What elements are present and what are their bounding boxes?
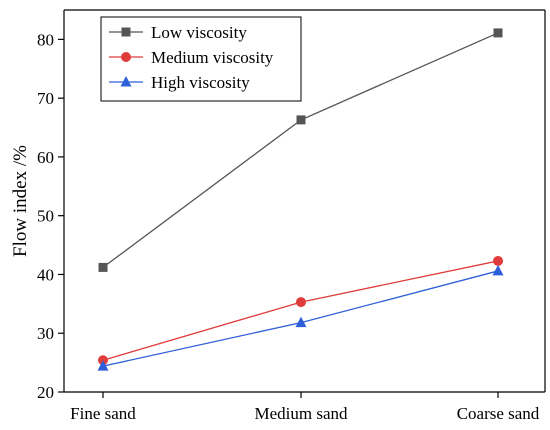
series-medium-viscosity: [98, 255, 503, 366]
legend: Low viscosity Medium viscosity High viscos…: [100, 16, 302, 102]
y-tick-label: 60: [37, 148, 54, 167]
legend-item: Medium viscosity: [109, 48, 274, 67]
y-tick-label: 80: [37, 30, 54, 49]
y-axis-ticks: 20 30 40 50 60 70 80: [37, 30, 64, 402]
y-tick-label: 40: [37, 265, 54, 284]
x-tick-label: Medium sand: [254, 404, 348, 423]
legend-label: Medium viscosity: [151, 48, 274, 67]
legend-item: Low viscosity: [109, 23, 247, 42]
data-point: [296, 115, 306, 125]
legend-marker: [121, 27, 131, 37]
series-low-viscosity: [98, 28, 503, 272]
y-tick-label: 70: [37, 89, 54, 108]
y-tick-label: 50: [37, 207, 54, 226]
x-tick-label: Fine sand: [70, 404, 136, 423]
y-tick-label: 20: [37, 383, 54, 402]
data-point: [98, 262, 108, 272]
data-point: [493, 28, 503, 38]
x-tick-label: Coarse sand: [457, 404, 540, 423]
legend-label: High viscosity: [151, 73, 250, 92]
y-axis-title: Flow index /%: [10, 145, 31, 257]
axes: [63, 9, 546, 393]
data-point: [493, 255, 503, 266]
legend-item: High viscosity: [109, 73, 250, 92]
legend-label: Low viscosity: [151, 23, 247, 42]
series-layer: [97, 28, 504, 371]
x-axis-ticks: Fine sand Medium sand Coarse sand: [70, 392, 540, 423]
series-line: [102, 260, 499, 361]
legend-box: [100, 16, 302, 102]
legend-marker: [121, 52, 131, 62]
data-point: [296, 297, 306, 308]
series-high-viscosity: [97, 264, 504, 371]
legend-marker: [120, 76, 132, 87]
data-point: [295, 316, 307, 328]
y-tick-label: 30: [37, 324, 54, 343]
data-point: [97, 360, 109, 371]
data-point: [492, 264, 504, 276]
